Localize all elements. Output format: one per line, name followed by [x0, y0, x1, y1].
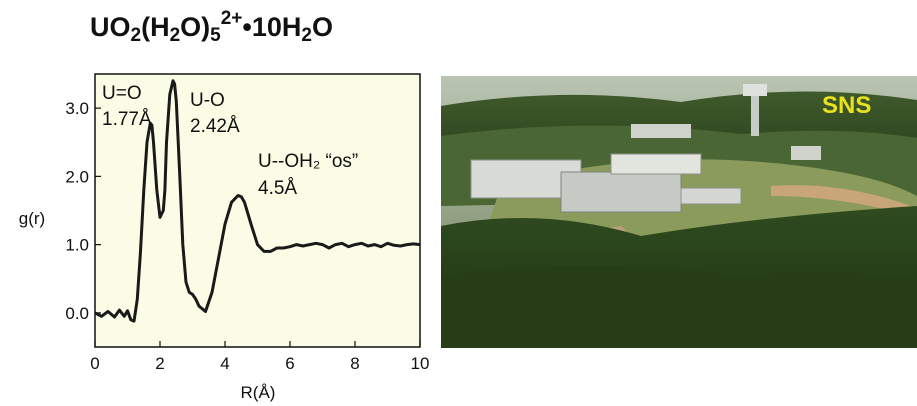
- annotation-u-oh2-line2: 4.5Å: [258, 178, 297, 199]
- y-tick-label: 0.0: [65, 304, 89, 323]
- y-tick-label: 2.0: [65, 167, 89, 186]
- x-axis-label: R(Å): [241, 383, 276, 402]
- annotation-u-oh2-line1: U--OH₂ “os”: [258, 151, 358, 172]
- x-tick-label: 2: [155, 354, 164, 373]
- facility-photo-image: [441, 76, 917, 348]
- page-title: UO2(H2O)52+•10H2O: [90, 8, 333, 46]
- x-tick-labels: 0 2 4 6 8 10: [90, 354, 429, 373]
- y-tick-label: 3.0: [65, 99, 89, 118]
- ticks-group: [94, 107, 421, 347]
- x-tick-label: 6: [285, 354, 294, 373]
- annotation-u-o-double-line1: U=O: [102, 83, 142, 104]
- sns-facility-photo: [441, 76, 917, 348]
- x-tick-label: 0: [90, 354, 99, 373]
- gr-chart: 0 2 4 6 8 10 0.0 1.0 2.0 3.0 R(Å) g(r) U=O 1.77Å…: [19, 73, 429, 402]
- y-tick-label: 1.0: [65, 236, 89, 255]
- annotation-u-o-single-line2: 2.42Å: [190, 116, 240, 137]
- x-tick-label: 4: [220, 354, 229, 373]
- series-line: [94, 79, 421, 323]
- y-axis-label: g(r): [19, 209, 45, 228]
- plot-area: [94, 73, 421, 348]
- x-tick-label: 10: [411, 354, 430, 373]
- sns-label: SNS: [822, 92, 872, 119]
- annotation-u-o-single-line1: U-O: [190, 90, 225, 111]
- y-tick-labels: 0.0 1.0 2.0 3.0: [65, 99, 89, 323]
- x-tick-label: 8: [350, 354, 359, 373]
- annotation-u-o-double-line2: 1.77Å: [102, 109, 152, 130]
